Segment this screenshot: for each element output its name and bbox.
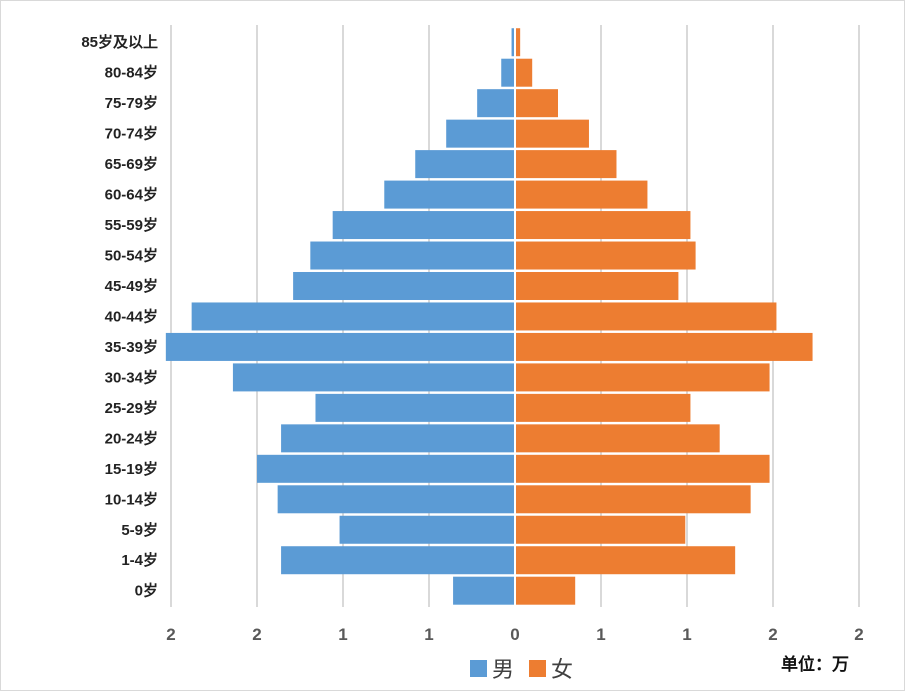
- category-label: 85岁及以上: [81, 33, 158, 51]
- bar-female: [515, 271, 679, 300]
- bar-female: [515, 332, 813, 361]
- category-label: 5-9岁: [121, 521, 158, 539]
- bar-male: [232, 363, 516, 392]
- bar-female: [515, 89, 558, 118]
- bar-female: [515, 515, 686, 544]
- legend-swatch: [470, 660, 487, 677]
- bar-female: [515, 150, 617, 179]
- x-tick-label: 1: [338, 625, 347, 644]
- category-labels: 85岁及以上 80-84岁 75-79岁 70-74岁 65-69岁 60-64岁 55-5…: [81, 33, 158, 599]
- x-tick-label: 1: [596, 625, 605, 644]
- bar-male: [511, 28, 515, 57]
- bar-male: [339, 515, 515, 544]
- bar-female: [515, 241, 696, 270]
- bar-female: [515, 302, 777, 331]
- bar-male: [191, 302, 515, 331]
- bar-male: [453, 576, 515, 605]
- bar-male: [281, 424, 515, 453]
- category-label: 10-14岁: [105, 490, 158, 508]
- bar-male: [257, 454, 515, 483]
- category-label: 15-19岁: [105, 460, 158, 478]
- category-label: 20-24岁: [105, 429, 158, 447]
- category-label: 65-69岁: [105, 155, 158, 173]
- x-tick-labels: 2 2 1 1 0 1 1 2 2: [166, 625, 863, 644]
- bars: [165, 25, 813, 607]
- bar-male: [277, 485, 515, 514]
- bar-male: [293, 271, 515, 300]
- category-label: 30-34岁: [105, 368, 158, 386]
- bar-female: [515, 485, 751, 514]
- bar-female: [515, 180, 648, 209]
- legend-label: 男: [492, 658, 514, 683]
- category-label: 1-4岁: [121, 551, 158, 569]
- category-label: 60-64岁: [105, 186, 158, 204]
- bar-male: [446, 119, 515, 148]
- bar-female: [515, 546, 736, 575]
- bar-female: [515, 393, 691, 422]
- category-label: 35-39岁: [105, 338, 158, 356]
- x-tick-label: 2: [252, 625, 261, 644]
- bar-male: [165, 332, 515, 361]
- category-label: 80-84岁: [105, 64, 158, 82]
- bar-male: [332, 211, 515, 240]
- x-tick-label: 1: [682, 625, 691, 644]
- bar-male: [501, 58, 515, 87]
- category-label: 70-74岁: [105, 125, 158, 143]
- x-tick-label: 2: [166, 625, 175, 644]
- legend: 男女: [470, 658, 573, 683]
- bar-female: [515, 424, 720, 453]
- bar-female: [515, 119, 589, 148]
- bar-male: [315, 393, 515, 422]
- bar-male: [477, 89, 515, 118]
- category-label: 40-44岁: [105, 307, 158, 325]
- bar-female: [515, 363, 770, 392]
- category-label: 25-29岁: [105, 399, 158, 417]
- x-tick-label: 0: [510, 625, 519, 644]
- category-label: 45-49岁: [105, 277, 158, 295]
- category-label: 0岁: [135, 582, 158, 600]
- bar-female: [515, 28, 521, 57]
- bar-male: [384, 180, 515, 209]
- bar-male: [415, 150, 515, 179]
- bar-female: [515, 576, 576, 605]
- category-label: 75-79岁: [105, 94, 158, 112]
- category-label: 50-54岁: [105, 247, 158, 265]
- x-tick-label: 1: [424, 625, 433, 644]
- x-tick-label: 2: [768, 625, 777, 644]
- category-label: 55-59岁: [105, 216, 158, 234]
- x-tick-label: 2: [854, 625, 863, 644]
- legend-label: 女: [551, 658, 573, 683]
- bar-female: [515, 211, 691, 240]
- bar-female: [515, 454, 770, 483]
- bar-male: [310, 241, 515, 270]
- bar-female: [515, 58, 533, 87]
- legend-swatch: [529, 660, 546, 677]
- bar-male: [281, 546, 515, 575]
- unit-label: 单位：万: [781, 654, 849, 675]
